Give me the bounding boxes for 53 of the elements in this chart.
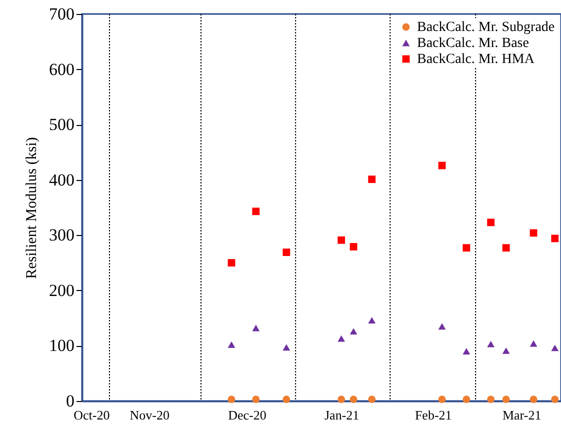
y-axis-title: Resilient Modulus (ksi) [24, 137, 40, 279]
x-tick-label: Nov-20 [130, 408, 170, 422]
point [487, 218, 495, 226]
point [228, 341, 236, 348]
x-tick-label: Feb-21 [414, 408, 452, 422]
y-tick-label: 300 [49, 226, 74, 245]
point [338, 396, 346, 404]
y-tick-label: 200 [49, 280, 74, 300]
point [438, 396, 446, 404]
point [487, 396, 495, 404]
point [350, 328, 358, 335]
point [350, 243, 358, 250]
point [462, 348, 470, 354]
point [252, 396, 260, 404]
legend-label: BackCalc. Mr. Subgrade [417, 20, 555, 35]
point [338, 335, 346, 342]
point [368, 396, 376, 404]
y-tick-label: 100 [49, 336, 74, 356]
point [551, 344, 559, 352]
x-tick-label: Mar-21 [502, 408, 542, 422]
point [338, 236, 346, 244]
point [530, 229, 538, 237]
point [350, 396, 358, 404]
point [282, 344, 290, 351]
point [368, 317, 376, 324]
point [530, 340, 538, 347]
y-tick-label: 700 [49, 4, 74, 24]
y-tick-label: 0 [66, 392, 74, 410]
point [530, 396, 538, 404]
point [487, 340, 495, 348]
point [462, 244, 470, 252]
point [252, 208, 260, 216]
point [282, 248, 290, 256]
point [551, 396, 559, 404]
point [551, 234, 559, 242]
y-tick-label: 400 [49, 170, 74, 190]
point [368, 176, 376, 184]
point [252, 324, 260, 332]
point [438, 323, 446, 330]
point [228, 396, 236, 404]
point [502, 396, 510, 404]
x-tick-label: Jan-21 [324, 408, 360, 422]
point [502, 244, 510, 252]
point [228, 259, 236, 266]
point [282, 396, 290, 404]
y-tick-label: 600 [49, 60, 74, 79]
point [462, 396, 470, 404]
x-tick-label: Oct-20 [74, 408, 110, 422]
legend-label: BackCalc. Mr. HMA [417, 52, 536, 67]
point [502, 347, 510, 354]
y-tick-label: 500 [49, 115, 74, 134]
x-tick-label: Dec-20 [228, 408, 266, 422]
legend-label: BackCalc. Mr. Base [417, 36, 529, 51]
